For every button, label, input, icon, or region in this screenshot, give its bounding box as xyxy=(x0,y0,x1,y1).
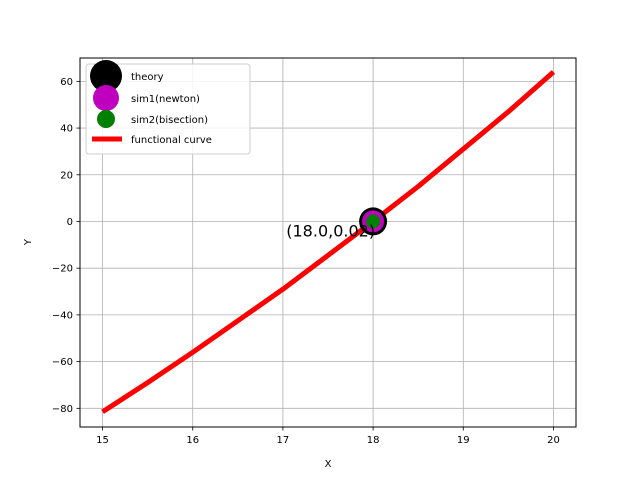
legend-marker xyxy=(97,110,115,128)
y-axis-label: Y xyxy=(23,238,34,246)
plot-series xyxy=(101,70,556,414)
x-axis-label: X xyxy=(325,459,332,470)
y-axis-ticks: −80 −60 −40 −20 0 20 40 60 xyxy=(52,77,80,415)
x-tick-label: 19 xyxy=(457,435,470,446)
y-tick-label: 40 xyxy=(60,124,73,135)
y-tick-label: 20 xyxy=(60,170,73,181)
legend-marker xyxy=(90,60,122,92)
y-tick-label: −60 xyxy=(52,357,73,368)
y-tick-label: 60 xyxy=(60,77,73,88)
legend-label: theory xyxy=(131,72,164,83)
y-tick-label: −80 xyxy=(52,404,73,415)
x-tick-label: 18 xyxy=(367,435,380,446)
annotations: (18.0,0.02) xyxy=(286,221,375,240)
data-point-sim2-bisection- xyxy=(366,214,381,229)
axes-frame xyxy=(79,57,577,428)
x-tick-label: 16 xyxy=(186,435,199,446)
series-line-functional-curve xyxy=(101,70,556,414)
legend-label: sim1(newton) xyxy=(131,94,200,105)
grid xyxy=(80,58,576,427)
legend-box xyxy=(85,63,251,155)
legend-marker xyxy=(93,85,119,111)
legend-label: sim2(bisection) xyxy=(131,115,208,126)
y-tick-label: −40 xyxy=(52,310,73,321)
x-axis-ticks: 15 16 17 18 19 20 xyxy=(96,427,560,446)
legend: theory sim1(newton) sim2(bisection) functio… xyxy=(85,60,251,155)
y-tick-label: 0 xyxy=(67,217,73,228)
x-tick-label: 17 xyxy=(277,435,290,446)
y-tick-label: −20 xyxy=(52,264,73,275)
x-tick-label: 15 xyxy=(96,435,109,446)
point-annotation: (18.0,0.02) xyxy=(286,221,375,240)
x-tick-label: 20 xyxy=(547,435,560,446)
legend-label: functional curve xyxy=(131,135,212,146)
